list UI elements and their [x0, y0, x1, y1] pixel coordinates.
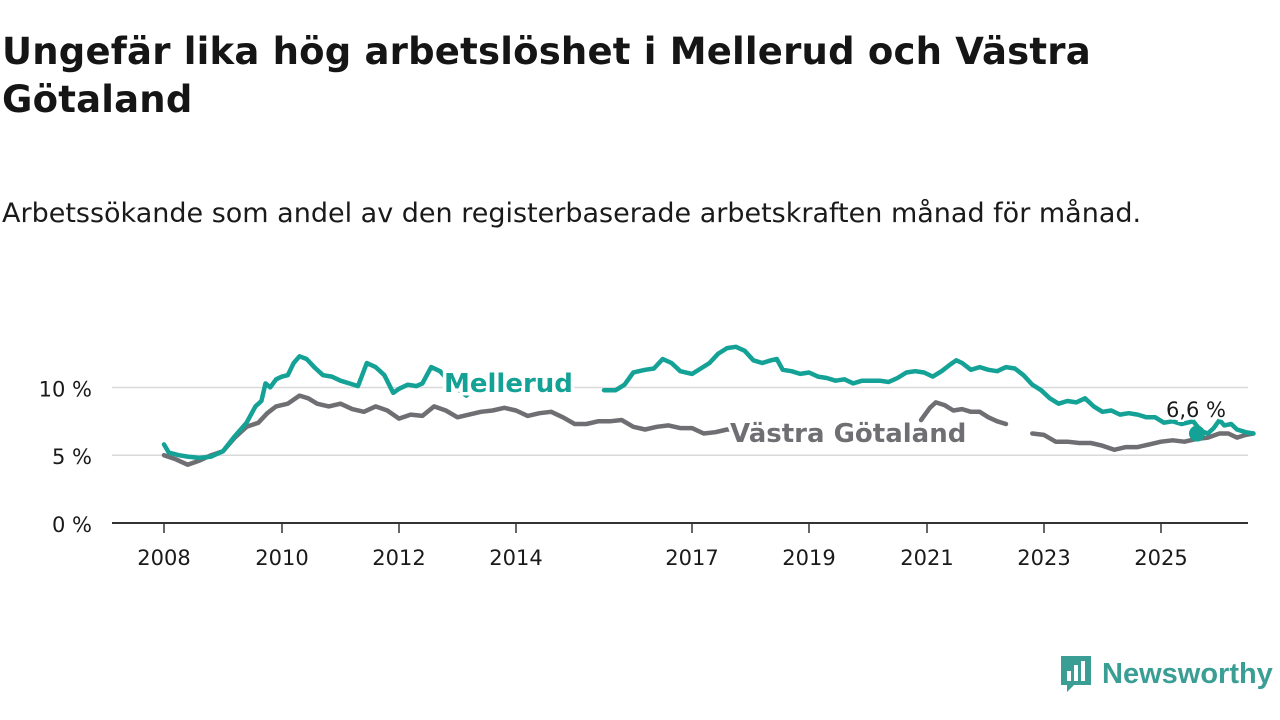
x-tick-label: 2012	[372, 546, 425, 570]
x-tick-label: 2025	[1134, 546, 1187, 570]
newsworthy-logo-icon	[1061, 656, 1091, 692]
chart-title: Ungefär lika hög arbetslöshet i Mellerud…	[2, 30, 1091, 121]
series-label-mellerud: Mellerud	[444, 369, 573, 399]
brand-logo: Newsworthy	[1058, 652, 1273, 696]
y-tick-label: 5 %	[52, 445, 92, 469]
y-axis-ticks: 0 % 5 % 10 %	[39, 377, 92, 537]
annotations: Mellerud Västra Götaland 6,6 %	[441, 366, 1229, 453]
x-tick-label: 2008	[137, 546, 190, 570]
x-tick-label: 2017	[665, 546, 718, 570]
series-line-mellerud	[161, 354, 477, 461]
x-tick-label: 2023	[1017, 546, 1070, 570]
series-line-vastra-gotaland	[161, 393, 777, 467]
series-line-vastra-gotaland	[918, 400, 1009, 427]
series-label-vastra-gotaland: Västra Götaland	[730, 419, 966, 449]
x-tick-label: 2019	[782, 546, 835, 570]
x-tick-label: 2010	[255, 546, 308, 570]
series-line-vastra-gotaland	[1030, 431, 1256, 453]
y-tick-label: 0 %	[52, 513, 92, 537]
x-tick-label: 2014	[489, 546, 542, 570]
chart-subtitle: Arbetssökande som andel av den registerb…	[2, 198, 1142, 229]
y-tick-label: 10 %	[39, 377, 92, 401]
last-value-marker	[1189, 425, 1205, 442]
series-line-mellerud	[601, 344, 1256, 436]
x-tick-label: 2021	[900, 546, 953, 570]
x-axis-ticks: 2008 2010 2012 2014 2017 2019 2021 2023 2025	[137, 523, 1188, 570]
last-value-label: 6,6 %	[1166, 398, 1226, 422]
series-lines	[161, 344, 1256, 467]
grid-lines	[112, 386, 1248, 456]
brand-name: Newsworthy	[1102, 657, 1273, 690]
